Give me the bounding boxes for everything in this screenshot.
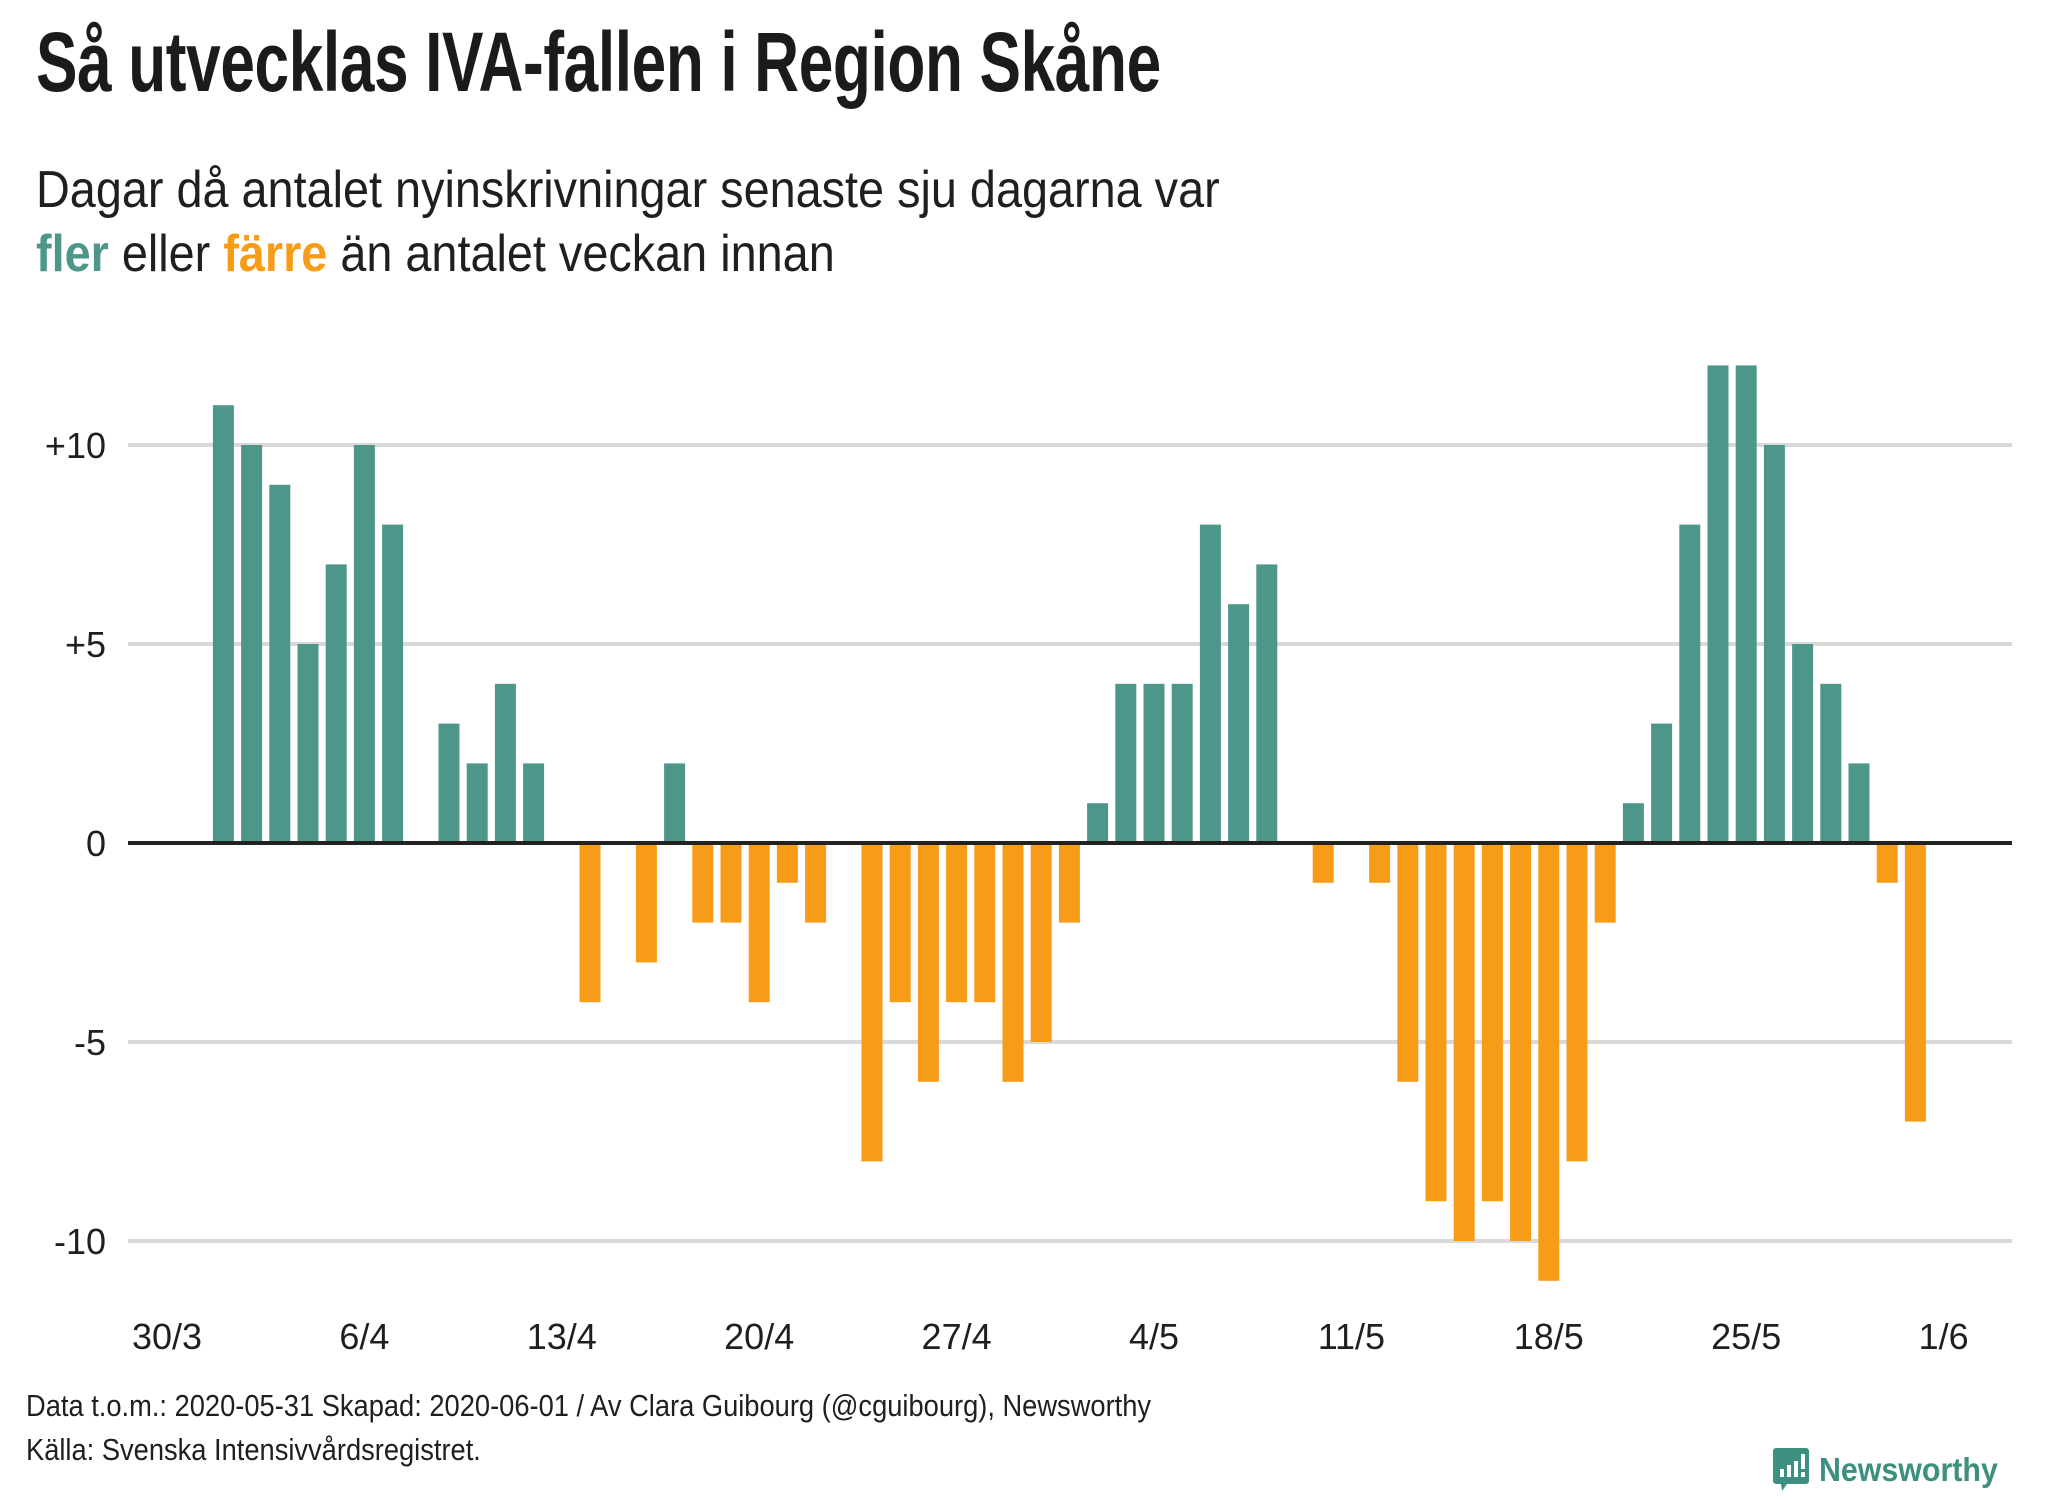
bar-24-5 (1707, 365, 1729, 843)
newsworthy-logo-icon (1773, 1448, 1809, 1491)
y-axis-labels: +10 +5 0 -5 -10 (45, 425, 106, 1262)
bar-7-4 (382, 524, 404, 843)
footer-source: Källa: Svenska Intensivvårdsregistret. (26, 1432, 481, 1467)
bar-27-5 (1792, 644, 1814, 843)
bar-2-4 (241, 445, 263, 843)
y-tick-label: +10 (45, 425, 106, 466)
y-tick-label: +5 (65, 624, 106, 665)
bar-10-4 (466, 763, 488, 843)
bar-24-4 (861, 843, 883, 1162)
logo-text: Newsworthy (1819, 1451, 1998, 1488)
x-tick-label: 18/5 (1514, 1316, 1584, 1357)
bar-6-5 (1199, 524, 1221, 843)
x-tick-label: 6/4 (339, 1316, 389, 1357)
x-tick-label: 1/6 (1919, 1316, 1969, 1357)
y-tick-label: 0 (86, 823, 106, 864)
bar-28-4 (974, 843, 996, 1003)
bar-29-5 (1848, 763, 1870, 843)
bar-21-4 (776, 843, 798, 883)
legend-more-label: fler (36, 225, 109, 283)
bar-19-4 (720, 843, 742, 923)
bar-6-4 (353, 445, 375, 843)
bar-3-5 (1115, 683, 1137, 843)
bar-12-4 (523, 763, 545, 843)
bars (212, 365, 1926, 1281)
bar-26-4 (917, 843, 939, 1082)
bar-30-4 (1030, 843, 1052, 1042)
bar-26-5 (1763, 445, 1785, 843)
x-tick-label: 25/5 (1711, 1316, 1781, 1357)
bar-16-4 (635, 843, 657, 963)
chart-subtitle: Dagar då antalet nyinskrivningar senaste… (36, 158, 1220, 286)
bar-15-5 (1453, 843, 1475, 1241)
bar-23-5 (1679, 524, 1701, 843)
bar-3-4 (269, 484, 291, 843)
bar-1-5 (1058, 843, 1080, 923)
bar-25-4 (889, 843, 911, 1003)
x-tick-label: 13/4 (527, 1316, 597, 1357)
x-tick-label: 4/5 (1129, 1316, 1179, 1357)
subtitle-line-1: Dagar då antalet nyinskrivningar senaste… (36, 161, 1220, 219)
bar-10-5 (1312, 843, 1334, 883)
bar-29-4 (1002, 843, 1024, 1082)
bar-11-4 (494, 683, 516, 843)
x-tick-label: 20/4 (724, 1316, 794, 1357)
bar-7-5 (1228, 604, 1250, 843)
bar-22-5 (1651, 723, 1673, 843)
bar-22-4 (805, 843, 827, 923)
y-tick-label: -5 (74, 1022, 106, 1063)
x-tick-label: 27/4 (922, 1316, 992, 1357)
bar-12-5 (1369, 843, 1391, 883)
bar-18-5 (1538, 843, 1560, 1281)
bar-5-4 (325, 564, 347, 843)
bar-9-4 (438, 723, 460, 843)
bar-20-4 (748, 843, 770, 1003)
bar-4-4 (297, 644, 319, 843)
bar-18-4 (692, 843, 714, 923)
footer-credits: Data t.o.m.: 2020-05-31 Skapad: 2020-06-… (26, 1388, 1152, 1423)
bar-17-5 (1510, 843, 1532, 1241)
bar-4-5 (1143, 683, 1165, 843)
bar-19-5 (1566, 843, 1588, 1162)
bar-17-4 (664, 763, 686, 843)
bar-2-5 (1087, 803, 1109, 843)
newsworthy-logo: Newsworthy (1773, 1448, 2013, 1492)
bar-27-4 (946, 843, 968, 1003)
bar-25-5 (1735, 365, 1757, 843)
x-tick-label: 11/5 (1318, 1316, 1385, 1357)
bar-30-5 (1876, 843, 1898, 883)
bar-14-5 (1425, 843, 1447, 1202)
subtitle-line-2: fler eller färre än antalet veckan innan (36, 222, 1220, 286)
bar-8-5 (1256, 564, 1278, 843)
legend-fewer-label: färre (223, 225, 328, 283)
bar-13-5 (1397, 843, 1419, 1082)
bar-28-5 (1820, 683, 1842, 843)
bar-14-4 (579, 843, 601, 1003)
subtitle-or: eller (108, 225, 224, 283)
bar-20-5 (1594, 843, 1616, 923)
bar-16-5 (1481, 843, 1503, 1202)
bar-21-5 (1622, 803, 1644, 843)
subtitle-rest: än antalet veckan innan (327, 225, 835, 283)
x-axis-labels: 30/3 6/4 13/4 20/4 27/4 4/5 11/5 18/5 25/5 1/6 (132, 1316, 1969, 1357)
chart-title: Så utvecklas IVA-fallen i Region Skåne (36, 15, 1161, 109)
bar-31-5 (1904, 843, 1926, 1122)
y-tick-label: -10 (54, 1221, 106, 1262)
bar-5-5 (1171, 683, 1193, 843)
bar-1-4 (212, 405, 234, 843)
x-tick-label: 30/3 (132, 1316, 202, 1357)
